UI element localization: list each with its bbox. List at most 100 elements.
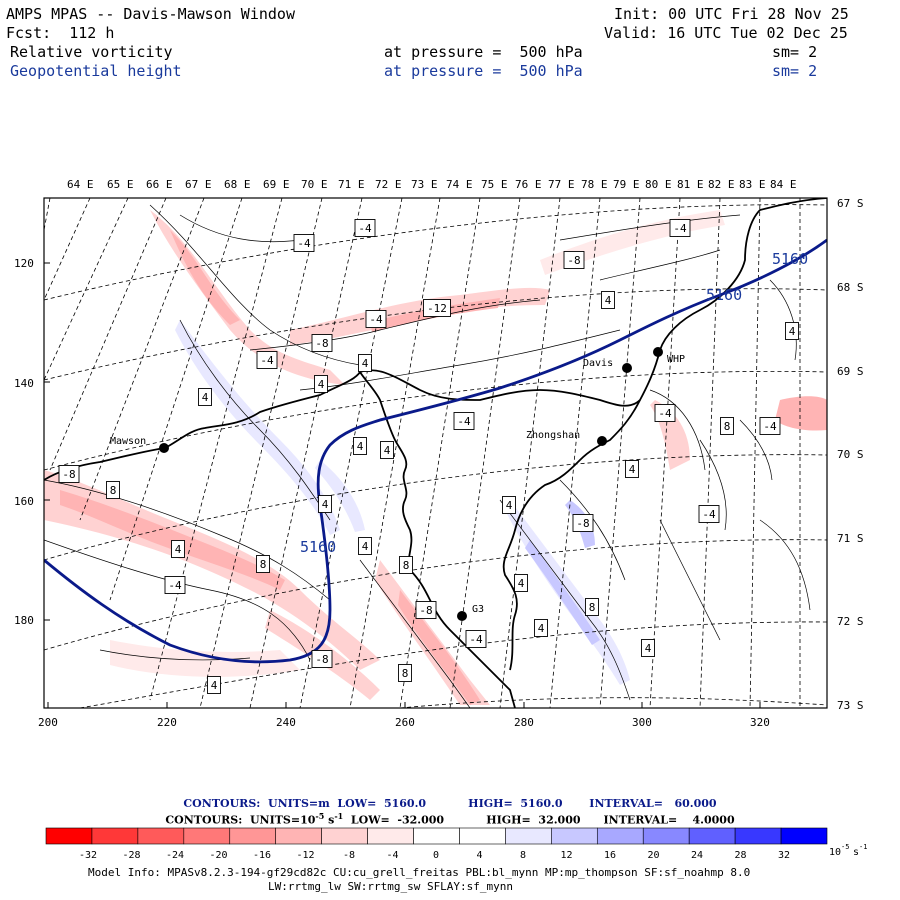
colorbar-tick-label: 0 — [433, 850, 439, 861]
contour-label-box — [601, 291, 615, 309]
colorbar-tick-label: -24 — [166, 850, 184, 861]
contour-label-box — [399, 556, 413, 574]
contour-label-box — [415, 601, 437, 619]
contour-label-box — [293, 234, 315, 252]
contour-label-text: 4 — [318, 378, 325, 391]
valid-time: Valid: 16 UTC Tue 02 Dec 25 — [604, 24, 848, 42]
neg-vort-band — [110, 640, 300, 677]
y-label: 140 — [14, 377, 34, 390]
vorticity-contour-info: CONTOURS: UNITS=10-5 s-1 LOW= -32.000 HI… — [0, 811, 900, 827]
contour-label: 4 — [601, 291, 615, 309]
contour-label: 4 — [318, 495, 332, 513]
contour-label-box — [453, 412, 475, 430]
contour-label-box — [698, 505, 720, 523]
contour-label: 8 — [256, 555, 270, 573]
contour-label-box — [759, 417, 781, 435]
contour-label-text: 8 — [110, 484, 117, 497]
field2-level: at pressure = 500 hPa — [384, 62, 583, 80]
contour-label-box — [318, 495, 332, 513]
contour-label-text: -4 — [260, 354, 274, 367]
x-label: 280 — [514, 716, 534, 729]
colorbar-unit-base: 10 — [829, 847, 841, 858]
contour-label: -4 — [164, 576, 186, 594]
contour-label-box — [353, 437, 367, 455]
station-marker — [653, 347, 663, 357]
height-line-5160 — [44, 238, 827, 664]
contour-label-box — [365, 310, 387, 328]
map-title: AMPS MPAS -- Davis-Mawson Window — [6, 5, 295, 23]
contour-label-box — [423, 299, 451, 317]
field1-smooth: sm= 2 — [772, 43, 818, 61]
contour-label-text: -4 — [658, 407, 672, 420]
colorbar-unit-exp2: -1 — [859, 843, 867, 851]
init-time: Init: 00 UTC Fri 28 Nov 25 — [614, 5, 849, 23]
contour-label-text: -4 — [469, 633, 483, 646]
contour-label-box — [534, 619, 548, 637]
station-g3: G3 — [472, 604, 484, 615]
colorbar-tick-label: 12 — [560, 850, 572, 861]
colorbar-segments — [45, 827, 828, 845]
colorbar-segment — [183, 827, 231, 845]
colorbar-segment — [642, 827, 690, 845]
neg-vort-core — [60, 490, 285, 590]
lon-label: 68 E — [224, 178, 251, 191]
contour-label: 4 — [534, 619, 548, 637]
lon-label: 77 E — [548, 178, 575, 191]
station-marker — [457, 611, 467, 621]
contour-label-text: 4 — [322, 498, 329, 511]
colorbar-unit-s: s — [853, 847, 859, 858]
coastline — [44, 198, 827, 708]
contour-info-prefix: CONTOURS: UNITS=10 — [165, 813, 316, 827]
left-ticks — [44, 262, 50, 621]
lat-label: 67 S — [837, 197, 864, 210]
y-label: 120 — [14, 257, 34, 270]
contour-label-box — [358, 354, 372, 372]
contour-label-box — [398, 664, 412, 682]
colorbar-unit-exp: -5 — [841, 843, 849, 851]
lat-label: 70 S — [837, 448, 864, 461]
contour-info-exponent: -1 — [334, 811, 344, 821]
neg-vort-core — [170, 230, 240, 325]
colorbar-tick-label: 32 — [778, 850, 790, 861]
lat-label: 69 S — [837, 365, 864, 378]
station-mawson: Mawson — [110, 436, 146, 447]
colorbar-tick-label: 4 — [476, 850, 482, 861]
map-frame — [43, 197, 828, 709]
colorbar-tick-label: 8 — [520, 850, 526, 861]
graticule — [44, 198, 827, 708]
contour-label-text: 8 — [403, 559, 410, 572]
colorbar-tick-label: -4 — [386, 850, 398, 861]
colorbar: -32 -28 -24 -20 -16 -12 -8 -4 0 4 8 12 16 20 24 28 32 10… — [45, 827, 867, 861]
contour-info-exponent: -5 — [315, 811, 325, 821]
contour-label: -4 — [293, 234, 315, 252]
colorbar-tick-label: -32 — [79, 850, 97, 861]
bottom-ticks — [47, 702, 761, 708]
bottom-grid-labels: 200 220 240 260 280 300 320 — [38, 716, 770, 729]
contour-label-text: -4 — [358, 222, 372, 235]
contour-label-text: 4 — [357, 440, 364, 453]
contour-label-text: -12 — [427, 302, 447, 315]
contour-label-box — [58, 465, 80, 483]
x-label: 240 — [276, 716, 296, 729]
colorbar-tick-label: 20 — [647, 850, 659, 861]
field2-name: Geopotential height — [10, 62, 182, 80]
lon-label: 81 E — [677, 178, 704, 191]
height-label: 5160 — [772, 250, 808, 268]
y-label: 180 — [14, 614, 34, 627]
lat-label: 73 S — [837, 699, 864, 712]
station-marker — [597, 436, 607, 446]
lon-label: 82 E — [708, 178, 735, 191]
contour-label-box — [164, 576, 186, 594]
colorbar-segment — [137, 827, 185, 845]
lon-label: 72 E — [375, 178, 402, 191]
lon-label: 69 E — [263, 178, 290, 191]
contour-label-box — [207, 676, 221, 694]
contour-label-text: 4 — [384, 444, 391, 457]
contour-label-box — [358, 537, 372, 555]
stations: Mawson Davis WHP Zhongshan G3 — [110, 347, 685, 621]
contour-label-text: 4 — [506, 499, 513, 512]
top-longitude-labels: 64 E 65 E 66 E 67 E 68 E 69 E 70 E 71 E … — [67, 178, 797, 191]
contour-value-boxes: -4 -4 -4 -12 -4 4 -8 -4 -8 4 4 4 -4 4 -4 -4 8 4 4 -8 4 8 4 -4 -8… — [58, 219, 799, 694]
contour-label: -12 — [423, 299, 451, 317]
x-label: 320 — [750, 716, 770, 729]
